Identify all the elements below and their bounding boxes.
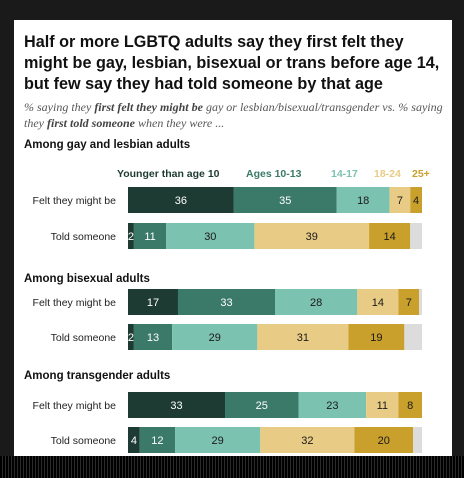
stacked-bar-chart: Younger than age 10 Ages 10-13 14-17 18-24 2… <box>24 139 430 453</box>
legend-label-3: 18-24 <box>374 168 401 180</box>
value-label-2-1-0: 4 <box>131 435 137 447</box>
value-label-1-1-1: 13 <box>147 332 159 344</box>
bar-segment-1-0-1 <box>177 289 275 315</box>
value-label-0-0-1: 35 <box>279 195 291 207</box>
value-label-1-0-3: 14 <box>372 297 384 309</box>
legend-label-0: Younger than age 10 <box>117 168 220 180</box>
bar-segment-2-1-0 <box>128 427 140 453</box>
bar-remainder-1-0 <box>419 289 422 315</box>
subtitle-part-3: first told someone <box>47 116 136 130</box>
bar-segment-0-1-4 <box>369 223 411 249</box>
value-label-0-1-2: 30 <box>204 231 216 243</box>
value-label-0-1-0: 2 <box>128 231 134 243</box>
legend-label-2: 14-17 <box>331 168 358 180</box>
value-label-2-0-3: 11 <box>377 400 388 412</box>
bar-segment-0-1-1 <box>133 223 167 249</box>
bar-remainder-0-1 <box>410 223 422 249</box>
bar-segment-1-0-4 <box>398 289 420 315</box>
bar-segment-2-0-3 <box>366 392 399 418</box>
bar-segment-2-0-4 <box>398 392 422 418</box>
value-label-0-1-3: 39 <box>306 231 318 243</box>
value-label-2-1-1: 12 <box>151 435 163 447</box>
bar-segment-2-0-2 <box>298 392 367 418</box>
bar-segment-1-0-3 <box>357 289 399 315</box>
bar-remainder-1-1 <box>404 324 422 350</box>
screen-bottom-strip <box>0 456 464 478</box>
bar-segment-1-1-4 <box>348 324 405 350</box>
subtitle-part-2: gay or lesbian/bisexual/transgender vs. … <box>24 100 443 130</box>
value-label-1-0-1: 33 <box>220 297 232 309</box>
bar-segment-0-0-3 <box>389 187 411 213</box>
value-label-0-1-1: 11 <box>144 231 155 243</box>
value-label-2-1-3: 32 <box>301 435 313 447</box>
value-label-1-0-0: 17 <box>147 297 159 309</box>
bar-segment-1-1-2 <box>172 324 258 350</box>
bar-segment-0-0-0 <box>128 187 234 213</box>
section-title-0: Among gay and lesbian adults <box>24 139 190 151</box>
bar-segment-1-0-0 <box>128 289 178 315</box>
row-label-1-1: Told someone <box>51 332 117 344</box>
subtitle-part-4: when they were ... <box>135 116 225 130</box>
value-label-1-1-4: 19 <box>370 332 382 344</box>
bar-segment-2-1-2 <box>175 427 261 453</box>
legend-label-1: Ages 10-13 <box>246 168 302 180</box>
value-label-2-0-1: 25 <box>256 400 268 412</box>
value-label-1-1-2: 29 <box>209 332 221 344</box>
chart-card: Half or more LGBTQ adults say they first… <box>14 20 452 456</box>
value-label-0-1-4: 14 <box>384 231 396 243</box>
row-label-1-0: Felt they might be <box>33 297 117 309</box>
row-label-0-0: Felt they might be <box>33 195 117 207</box>
row-label-2-1: Told someone <box>51 435 117 447</box>
value-label-2-1-2: 29 <box>212 435 224 447</box>
bar-remainder-2-1 <box>413 427 422 453</box>
value-label-1-0-4: 7 <box>406 297 412 309</box>
bar-segment-0-0-4 <box>410 187 422 213</box>
value-label-1-0-2: 28 <box>310 297 322 309</box>
value-label-1-1-0: 2 <box>128 332 134 344</box>
section-title-2: Among transgender adults <box>24 370 170 382</box>
section-title-1: Among bisexual adults <box>24 273 150 285</box>
bar-segment-1-1-1 <box>133 324 173 350</box>
bar-segment-1-1-0 <box>128 324 134 350</box>
value-label-2-1-4: 20 <box>378 435 390 447</box>
chart-subtitle: % saying they first felt they might be g… <box>24 99 444 131</box>
bar-segment-0-0-1 <box>233 187 337 213</box>
bar-segment-1-0-2 <box>275 289 358 315</box>
bar-segment-2-1-3 <box>260 427 355 453</box>
value-label-1-1-3: 31 <box>297 332 309 344</box>
bar-segment-2-1-4 <box>354 427 414 453</box>
legend-label-4: 25+ <box>412 168 430 180</box>
bar-segment-0-1-0 <box>128 223 134 249</box>
bar-segment-0-1-2 <box>166 223 255 249</box>
row-label-0-1: Told someone <box>51 231 117 243</box>
chart-headline: Half or more LGBTQ adults say they first… <box>24 33 440 93</box>
value-label-2-0-4: 8 <box>407 400 413 412</box>
bar-segment-0-0-2 <box>336 187 390 213</box>
value-label-2-0-2: 23 <box>326 400 338 412</box>
value-label-0-0-3: 7 <box>397 195 403 207</box>
bar-segment-2-1-1 <box>139 427 176 453</box>
value-label-0-0-4: 4 <box>413 195 419 207</box>
bar-segment-2-0-1 <box>225 392 299 418</box>
bar-segment-2-0-0 <box>128 392 226 418</box>
bar-segment-0-1-3 <box>254 223 370 249</box>
bar-segment-1-1-3 <box>257 324 349 350</box>
subtitle-part-1: first felt they might be <box>94 100 203 114</box>
value-label-2-0-0: 33 <box>170 400 182 412</box>
subtitle-part-0: % saying they <box>24 100 95 114</box>
value-label-0-0-2: 18 <box>357 195 369 207</box>
row-label-2-0: Felt they might be <box>33 400 117 412</box>
value-label-0-0-0: 36 <box>175 195 187 207</box>
